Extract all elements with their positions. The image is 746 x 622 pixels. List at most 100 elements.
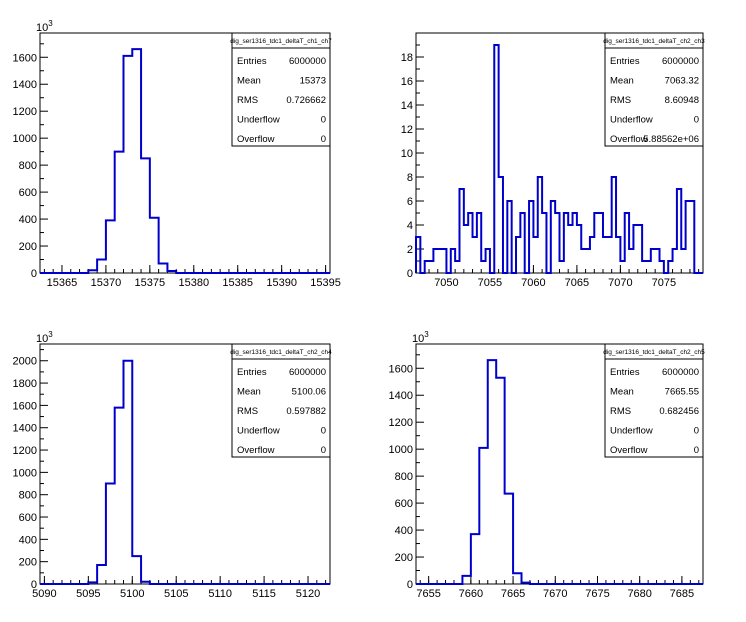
stats-label: Overflow	[237, 445, 275, 456]
y-tick-label: 4	[407, 220, 413, 232]
histogram-panel-2: 0 2 4 6 8 10 12 14 16 18 7050 7055 7060 7065 7070 7075 d…	[401, 32, 705, 289]
x-tick-label: 7670	[543, 588, 567, 600]
y-exponent-base: 10	[36, 22, 48, 34]
stats-value: 0	[321, 426, 326, 437]
y-tick-label: 1400	[13, 79, 37, 91]
stats-value: 6000000	[662, 367, 699, 378]
stats-label: Underflow	[237, 115, 280, 126]
stats-value: 0	[694, 115, 699, 126]
x-tick-label: 15390	[266, 277, 297, 289]
stats-value: 7063.32	[665, 76, 699, 87]
y-exponent-power: 3	[48, 19, 53, 28]
x-tick-label: 7660	[459, 588, 483, 600]
stats-label: Entries	[610, 367, 640, 378]
y-tick-label: 400	[395, 525, 413, 537]
stats-label: Mean	[610, 76, 634, 87]
y-tick-label: 1000	[13, 467, 37, 479]
histogram-series	[415, 44, 703, 274]
x-tick-label: 7685	[670, 588, 694, 600]
stats-value: 0.597882	[286, 406, 326, 417]
x-tick-label: 7060	[521, 277, 545, 289]
y-exponent-power: 3	[424, 330, 429, 339]
stats-value: 0	[694, 445, 699, 456]
y-tick-label: 200	[19, 557, 37, 569]
x-tick-label: 15370	[91, 277, 122, 289]
y-tick-label: 16	[401, 76, 413, 88]
x-tick-label: 5100	[120, 588, 144, 600]
stats-label: RMS	[237, 95, 258, 106]
y-tick-label: 200	[19, 241, 37, 253]
stats-label: Mean	[610, 387, 634, 398]
y-tick-label: 2000	[13, 356, 37, 368]
y-tick-label: 1400	[13, 423, 37, 435]
stats-label: Mean	[237, 76, 261, 87]
stats-value: 6000000	[289, 367, 326, 378]
stats-box	[604, 343, 704, 458]
y-tick-label: 800	[395, 471, 413, 483]
stats-label: Overflow	[237, 134, 275, 145]
stats-value: 5100.06	[292, 387, 326, 398]
stats-label: Underflow	[610, 115, 653, 126]
y-tick-label: 0	[31, 268, 37, 280]
y-tick-label: 1000	[389, 444, 413, 456]
y-tick-label: 1400	[389, 390, 413, 402]
stats-value: 5.88562e+06	[643, 134, 699, 145]
stats-box	[604, 32, 704, 147]
x-tick-label: 7050	[434, 277, 458, 289]
histogram-series	[40, 48, 330, 274]
y-tick-label: 400	[19, 534, 37, 546]
x-tick-label: 5090	[32, 588, 56, 600]
y-tick-label: 6	[407, 196, 413, 208]
y-tick-label: 0	[407, 268, 413, 280]
y-tick-label: 1600	[13, 400, 37, 412]
stats-value: 0	[321, 134, 326, 145]
stats-label: RMS	[237, 406, 258, 417]
stats-box	[231, 343, 331, 458]
y-tick-label: 1800	[13, 378, 37, 390]
stats-title: dig_ser1316_tdc1_deltaT_ch2_ch5	[603, 349, 705, 356]
y-exponent-base: 10	[36, 333, 48, 345]
histogram-series	[40, 359, 330, 585]
y-tick-label: 600	[395, 498, 413, 510]
y-tick-label: 1000	[13, 133, 37, 145]
x-tick-label: 5105	[164, 588, 188, 600]
x-tick-label: 5120	[296, 588, 320, 600]
histogram-series	[416, 359, 703, 585]
x-tick-label: 15385	[222, 277, 253, 289]
stats-box	[231, 32, 331, 147]
x-tick-label: 7070	[608, 277, 632, 289]
x-tick-label: 15380	[178, 277, 209, 289]
y-tick-label: 1200	[389, 417, 413, 429]
stats-value: 15373	[300, 76, 326, 87]
stats-value: 8.60948	[665, 95, 699, 106]
stats-title: dig_ser1316_tdc1_deltaT_ch2_ch4	[230, 349, 332, 356]
y-tick-label: 1600	[13, 52, 37, 64]
x-tick-label: 15375	[135, 277, 166, 289]
stats-value: 7665.55	[665, 387, 699, 398]
y-axis-exponent: 103	[36, 330, 53, 345]
y-tick-label: 0	[31, 579, 37, 591]
y-tick-label: 800	[19, 160, 37, 172]
y-exponent-base: 10	[412, 333, 424, 345]
stats-label: Underflow	[610, 426, 653, 437]
stats-value: 0	[321, 115, 326, 126]
stats-label: Overflow	[610, 445, 648, 456]
y-tick-label: 400	[19, 214, 37, 226]
stats-title: dig_ser1316_tdc1_deltaT_ch1_ch7	[230, 38, 332, 45]
x-tick-label: 7065	[565, 277, 589, 289]
y-tick-label: 18	[401, 52, 413, 64]
y-tick-label: 600	[19, 187, 37, 199]
stats-label: Underflow	[237, 426, 280, 437]
x-tick-label: 5095	[76, 588, 100, 600]
y-tick-label: 14	[401, 100, 413, 112]
y-tick-label: 1600	[389, 363, 413, 375]
stats-label: RMS	[610, 406, 631, 417]
stats-value: 6000000	[289, 56, 326, 67]
x-tick-label: 5110	[208, 588, 232, 600]
x-tick-label: 7655	[416, 588, 440, 600]
y-axis-exponent: 103	[36, 19, 53, 34]
y-tick-label: 1200	[13, 106, 37, 118]
